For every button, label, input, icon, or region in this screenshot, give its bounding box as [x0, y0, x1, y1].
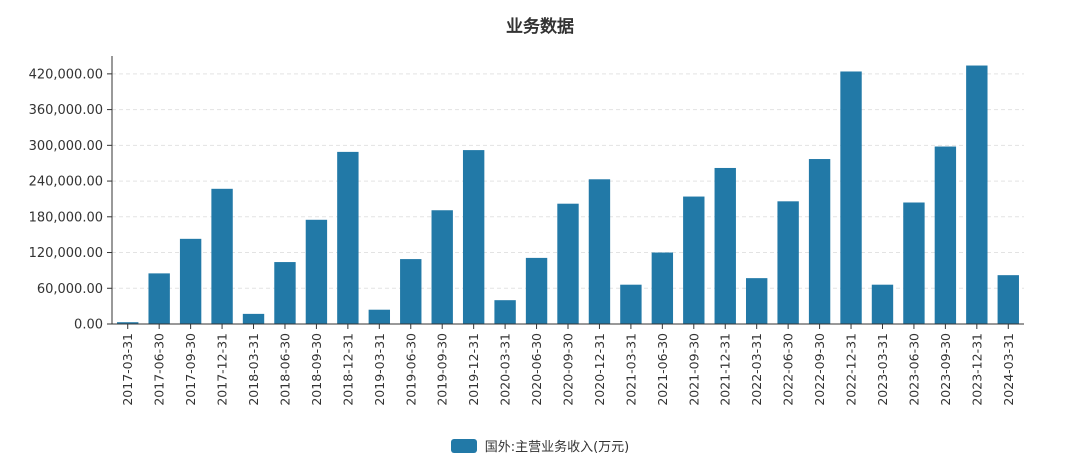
y-tick-label: 300,000.00 — [29, 139, 103, 154]
bar-2023-12-31[interactable] — [966, 65, 988, 324]
x-tick-label: 2021-06-30 — [655, 333, 670, 406]
legend-swatch — [450, 439, 477, 453]
x-tick-label: 2020-12-31 — [592, 333, 607, 406]
y-tick-label: 360,000.00 — [29, 103, 103, 118]
bar-2020-09-30[interactable] — [557, 203, 579, 324]
bar-2019-09-30[interactable] — [431, 210, 453, 324]
x-tick-label: 2017-12-31 — [215, 333, 230, 406]
x-tick-label: 2023-12-31 — [969, 333, 984, 406]
bar-2018-03-31[interactable] — [242, 313, 265, 324]
x-tick-label: 2020-09-30 — [561, 333, 576, 406]
x-tick-label: 2023-09-30 — [938, 333, 953, 406]
y-tick-label: 180,000.00 — [29, 210, 103, 225]
bar-2017-06-30[interactable] — [148, 273, 170, 324]
x-tick-label: 2019-06-30 — [403, 333, 418, 406]
x-tick-label: 2018-06-30 — [277, 333, 292, 406]
bar-2019-03-31[interactable] — [368, 309, 391, 324]
bar-2023-03-31[interactable] — [871, 284, 894, 324]
bar-2023-09-30[interactable] — [934, 146, 957, 324]
bar-2019-06-30[interactable] — [400, 259, 422, 324]
bar-2021-06-30[interactable] — [651, 252, 674, 324]
bar-2019-12-31[interactable] — [462, 150, 485, 324]
chart-title: 业务数据 — [506, 17, 574, 37]
y-tick-label: 0.00 — [74, 318, 103, 333]
x-tick-label: 2018-09-30 — [309, 333, 324, 406]
bar-2023-06-30[interactable] — [903, 202, 925, 324]
x-tick-label: 2017-03-31 — [120, 333, 135, 406]
legend[interactable]: 国外:主营业务收入(万元) — [0, 436, 1080, 455]
x-tick-label: 2019-12-31 — [466, 333, 481, 406]
bar-2018-09-30[interactable] — [305, 219, 328, 324]
bars — [117, 65, 1019, 325]
x-tick-label: 2022-12-31 — [844, 333, 859, 406]
x-tick-label: 2024-03-31 — [1001, 333, 1016, 406]
bar-2024-03-31[interactable] — [997, 275, 1019, 324]
bar-2020-12-31[interactable] — [588, 179, 611, 324]
bar-2022-12-31[interactable] — [840, 71, 862, 325]
y-tick-label: 240,000.00 — [29, 175, 103, 190]
y-tick-label: 420,000.00 — [29, 67, 103, 82]
x-tick-label: 2020-03-31 — [498, 333, 513, 406]
x-tick-label: 2018-03-31 — [246, 333, 261, 406]
x-tick-label: 2022-09-30 — [812, 333, 827, 406]
bar-2020-03-31[interactable] — [494, 300, 516, 324]
bar-2020-06-30[interactable] — [525, 257, 548, 324]
bar-2017-03-31[interactable] — [117, 322, 139, 324]
x-tick-label: 2018-12-31 — [340, 333, 355, 406]
bar-2022-03-31[interactable] — [745, 278, 768, 324]
y-tick-label: 120,000.00 — [29, 246, 103, 261]
axes — [107, 56, 1024, 329]
bar-2021-12-31[interactable] — [714, 167, 736, 324]
x-tick-labels: 2017-03-31 2017-06-30 2017-09-30 2017-12-31… — [120, 333, 1016, 406]
bar-2018-06-30[interactable] — [274, 262, 296, 324]
x-tick-label: 2017-06-30 — [152, 333, 167, 406]
x-tick-label: 2019-09-30 — [435, 333, 450, 406]
bar-2017-09-30[interactable] — [179, 238, 202, 324]
x-tick-label: 2021-03-31 — [623, 333, 638, 406]
x-tick-label: 2022-06-30 — [781, 333, 796, 406]
legend-label: 国外:主营业务收入(万元) — [484, 440, 630, 455]
bar-2021-09-30[interactable] — [683, 196, 705, 324]
bar-2018-12-31[interactable] — [337, 151, 359, 324]
bar-2017-12-31[interactable] — [211, 188, 233, 324]
x-tick-label: 2021-09-30 — [686, 333, 701, 406]
x-tick-label: 2021-12-31 — [718, 333, 733, 406]
x-tick-label: 2023-03-31 — [875, 333, 890, 406]
x-tick-label: 2023-06-30 — [906, 333, 921, 406]
bar-2022-06-30[interactable] — [777, 201, 799, 324]
x-tick-label: 2022-03-31 — [749, 333, 764, 406]
x-tick-label: 2019-03-31 — [372, 333, 387, 406]
x-tick-label: 2017-09-30 — [183, 333, 198, 406]
y-tick-labels: 0.00 60,000.00 120,000.00 180,000.00 240,000… — [29, 67, 103, 332]
bar-2021-03-31[interactable] — [620, 284, 642, 324]
x-tick-label: 2020-06-30 — [529, 333, 544, 406]
bar-2022-09-30[interactable] — [808, 159, 831, 324]
y-tick-label: 60,000.00 — [37, 282, 103, 297]
